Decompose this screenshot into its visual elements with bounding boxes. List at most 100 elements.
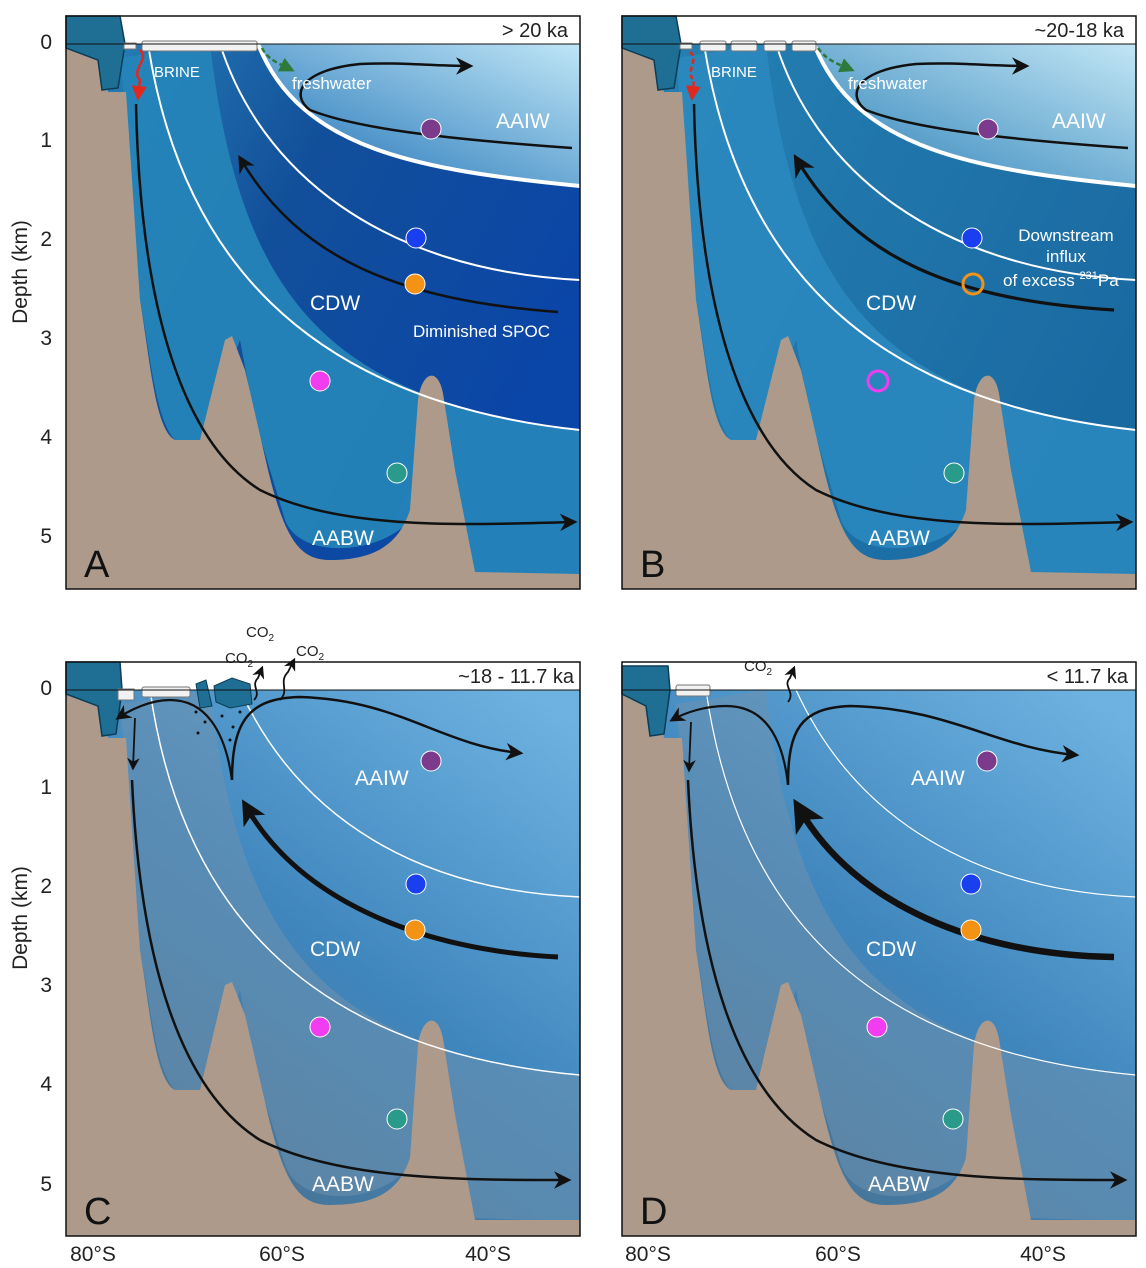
- tracer-orange-marker: [404, 273, 426, 295]
- brine-label: BRINE: [154, 64, 200, 81]
- panel-frame: [65, 661, 581, 1237]
- tracer-magenta-marker: [866, 1016, 888, 1038]
- panel-letter: A: [84, 544, 110, 586]
- isopycnal: [149, 689, 581, 1076]
- panel-frame: [621, 15, 1137, 590]
- tracer-orange-marker: [404, 919, 426, 941]
- depth-tick: 5: [40, 525, 52, 548]
- aaiw-layer: [814, 44, 1136, 186]
- sea-ice-broken: [679, 40, 817, 52]
- isopycnal: [795, 689, 1137, 898]
- aabw-plume: [676, 690, 1136, 1222]
- annotation-isotope-mass: 231: [1080, 270, 1098, 282]
- co2-subscript: 2: [269, 633, 275, 644]
- cdw-label: CDW: [310, 292, 360, 315]
- shelf-return-arrow: [669, 704, 790, 786]
- cdw-upwelling-arrow: [793, 798, 1115, 961]
- tracer-purple-marker: [976, 750, 998, 772]
- aabw-plume: [120, 690, 580, 1222]
- cdw-label: CDW: [310, 938, 360, 961]
- shelf-return-arrow: [115, 698, 234, 781]
- freshwater-arrow: [816, 47, 855, 73]
- panel-d: CO2 < 11.7 ka D AAIW CDW AABW: [621, 658, 1137, 1237]
- ice-shelf: [65, 15, 126, 91]
- shelf-downwelling-arrow: [127, 717, 140, 771]
- ice-shelf: [621, 665, 671, 737]
- annotation-influx: influx: [1046, 247, 1086, 266]
- tracer-blue-marker: [961, 227, 983, 249]
- aabw-flow-arrow: [134, 103, 578, 532]
- aaiw-flow-arrow: [299, 57, 573, 150]
- y-axis-label-bottom: Depth (km): [9, 866, 32, 970]
- ice-shelf: [621, 15, 682, 91]
- aaiw-label: AAIW: [496, 110, 550, 133]
- shelf-downwelling-arrow: [683, 721, 696, 773]
- panel-frame: [621, 661, 1137, 1237]
- aabw-plume: [120, 44, 580, 578]
- seafloor: [622, 44, 1136, 589]
- co2-label: CO2: [246, 624, 275, 644]
- brine-arrow: [131, 49, 147, 101]
- tracer-purple-marker: [977, 118, 999, 140]
- co2-text: CO: [246, 624, 269, 641]
- depth-tick: 1: [40, 776, 52, 799]
- ice-shelf: [65, 661, 123, 737]
- aabw-label: AABW: [312, 1173, 374, 1196]
- freshwater-label: freshwater: [292, 74, 372, 93]
- aaiw-boundary: [812, 43, 1137, 188]
- depth-tick: 3: [40, 327, 52, 350]
- co2-label: CO2: [225, 650, 254, 670]
- lat-tick: 40°S: [465, 1243, 511, 1266]
- co2-outgassing-arrow: [252, 665, 265, 701]
- aaiw-boundary: [256, 43, 581, 188]
- depth-tick: 0: [40, 31, 52, 54]
- cdw-upwelling-arrow: [242, 799, 559, 960]
- co2-subscript: 2: [767, 667, 773, 678]
- tracer-blue-marker: [405, 873, 427, 895]
- sea-ice: [123, 42, 137, 50]
- aabw-label: AABW: [868, 527, 930, 550]
- tracer-teal-marker: [943, 462, 965, 484]
- aaiw-label: AAIW: [1052, 110, 1106, 133]
- aaiw-flow-arrow: [786, 704, 1080, 786]
- seafloor: [66, 44, 580, 589]
- tracer-magenta-marker: [309, 1016, 331, 1038]
- cdw-upwelling-arrow: [793, 154, 1115, 312]
- panel-letter: B: [640, 544, 665, 586]
- annotation-excess-text: of excess: [1003, 271, 1080, 290]
- aaiw-layer: [258, 44, 580, 186]
- cdw-upwelling-arrow: [238, 154, 559, 314]
- seafloor: [66, 690, 580, 1236]
- lat-tick: 60°S: [259, 1243, 305, 1266]
- depth-tick: 2: [40, 875, 52, 898]
- lat-tick: 60°S: [815, 1243, 861, 1266]
- panel-a: > 20 ka A BRINE freshwater AAIW CDW AABW…: [65, 15, 581, 590]
- co2-text: CO: [296, 643, 319, 660]
- brine-arrow: [685, 51, 701, 101]
- annotation-downstream: Downstream: [1018, 226, 1113, 245]
- panel-letter: C: [84, 1191, 111, 1233]
- depth-tick: 5: [40, 1173, 52, 1196]
- age-label: < 11.7 ka: [1047, 666, 1129, 688]
- tracer-orange-marker: [960, 919, 982, 941]
- tracer-purple-marker: [420, 750, 442, 772]
- aabw-flow-arrow: [130, 779, 572, 1189]
- latitude-ticks: 80°S 60°S 40°S 80°S 60°S 40°S: [70, 1243, 1066, 1266]
- aaiw-flow-arrow: [230, 695, 524, 781]
- brine-label: BRINE: [711, 64, 757, 81]
- lat-tick: 80°S: [625, 1243, 671, 1266]
- lat-tick: 80°S: [70, 1243, 116, 1266]
- depth-tick: 2: [40, 228, 52, 251]
- annotation-element: Pa: [1098, 271, 1119, 290]
- co2-text: CO: [225, 650, 248, 667]
- cdw-label: CDW: [866, 292, 916, 315]
- freshwater-arrow: [260, 47, 295, 72]
- aabw-label: AABW: [868, 1173, 930, 1196]
- depth-tick: 3: [40, 974, 52, 997]
- aabw-flow-arrow: [692, 103, 1134, 532]
- depth-tick: 1: [40, 129, 52, 152]
- co2-outgassing-arrow: [784, 665, 797, 703]
- tracer-teal-marker: [386, 462, 408, 484]
- annotation-diminished-spoc: Diminished SPOC: [413, 322, 550, 341]
